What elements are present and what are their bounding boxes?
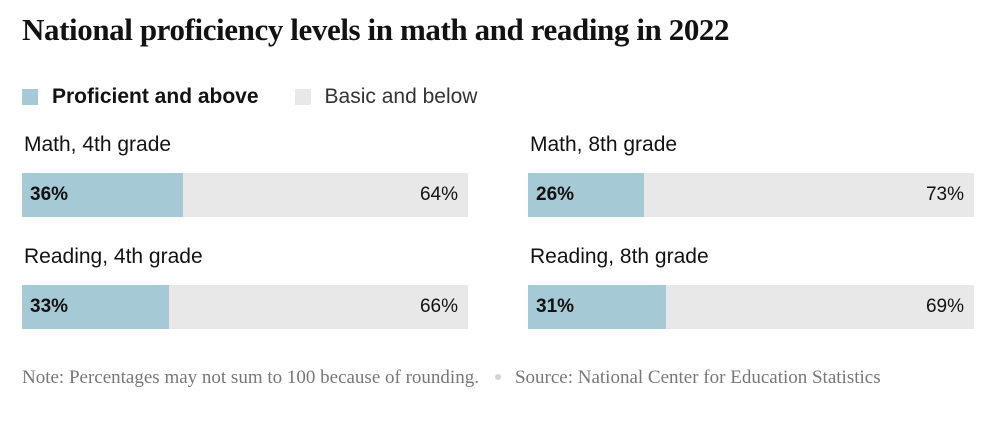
value-basic: 64% [419,184,458,205]
bar-basic [643,173,974,217]
legend-label-basic: Basic and below [324,85,478,108]
panel-math-4th-grade: Math, 4th grade 36% 64% [22,133,468,225]
bar-basic [182,173,468,217]
legend-item-basic: Basic and below [294,85,478,109]
panel-label: Reading, 8th grade [530,245,709,268]
value-basic: 66% [419,296,458,317]
panel-reading-8th-grade: Reading, 8th grade 31% 69% [528,245,974,337]
value-basic: 69% [925,296,964,317]
bar-track: 33% 66% [22,285,468,329]
legend-label-proficient: Proficient and above [52,85,259,108]
legend: Proficient and above Basic and below [22,84,477,110]
bar-basic [666,285,974,329]
chart-title: National proficiency levels in math and … [22,12,730,47]
bar-proficient [528,173,644,217]
legend-swatch-basic [294,89,311,105]
value-proficient: 26% [536,184,575,205]
value-proficient: 31% [536,296,575,317]
bar-proficient [22,285,170,329]
legend-item-proficient: Proficient and above [22,85,259,109]
bar-proficient [528,285,667,329]
panel-reading-4th-grade: Reading, 4th grade 33% 66% [22,245,468,337]
value-basic: 73% [925,184,964,205]
bar-track: 31% 69% [528,285,974,329]
footnote: Note: Percentages may not sum to 100 bec… [22,364,922,392]
note-text: Note: Percentages may not sum to 100 bec… [22,367,479,388]
bar-track: 36% 64% [22,173,468,217]
bar-track: 26% 73% [528,173,974,217]
panel-label: Reading, 4th grade [24,245,203,268]
source-text: Source: National Center for Education St… [514,367,881,388]
legend-swatch-proficient [22,89,38,105]
value-proficient: 33% [30,296,69,317]
panel-label: Math, 8th grade [530,133,678,156]
value-proficient: 36% [30,184,69,205]
bar-basic [169,285,468,329]
panel-label: Math, 4th grade [24,133,172,156]
panel-math-8th-grade: Math, 8th grade 26% 73% [528,133,974,225]
bar-proficient [22,173,183,217]
separator-dot [494,373,501,380]
